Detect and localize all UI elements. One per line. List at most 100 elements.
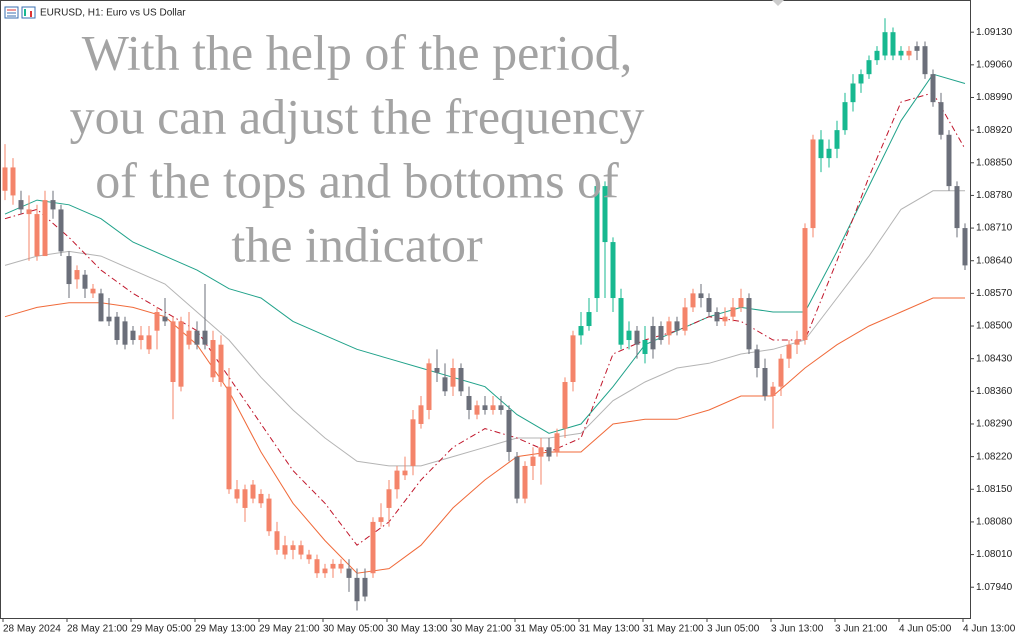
candle-body xyxy=(266,498,272,532)
candle-body xyxy=(338,563,344,569)
x-tick-label: 31 May 13:00 xyxy=(579,624,640,635)
candle-body xyxy=(82,274,88,289)
candle xyxy=(946,130,952,191)
candle-body xyxy=(930,74,936,103)
candle-body xyxy=(58,209,64,252)
candle xyxy=(562,377,568,438)
symbol-icon xyxy=(4,6,36,19)
candle-body xyxy=(938,102,944,135)
shift-marker xyxy=(772,0,784,6)
candle xyxy=(730,298,736,322)
candle xyxy=(202,284,208,350)
candle xyxy=(538,437,544,485)
candle-body xyxy=(442,377,448,392)
candle-body xyxy=(186,330,192,345)
x-tick-label: 28 May 2024 xyxy=(3,624,61,635)
candle-body xyxy=(898,50,904,56)
candle-body xyxy=(450,368,456,387)
candle xyxy=(826,139,832,168)
candle xyxy=(706,293,712,317)
candle-body xyxy=(722,316,728,322)
candle-body xyxy=(114,316,120,341)
candle-body xyxy=(882,32,888,56)
candle-body xyxy=(346,568,352,578)
candle xyxy=(698,284,704,308)
candle xyxy=(474,400,480,420)
candle-body xyxy=(546,447,552,457)
candle xyxy=(802,223,808,345)
candle xyxy=(322,563,328,578)
candle xyxy=(338,559,344,574)
annotation: you can adjust the frequency xyxy=(70,88,645,144)
candle xyxy=(570,330,576,392)
candle xyxy=(778,354,784,396)
candle xyxy=(114,312,120,345)
candle xyxy=(554,428,560,457)
candle-body xyxy=(738,298,744,308)
candle xyxy=(210,330,216,382)
y-tick-label: 1.08150 xyxy=(976,484,1013,495)
y-tick-label: 1.08570 xyxy=(976,288,1013,299)
candle-body xyxy=(178,321,184,387)
y-tick-label: 1.08920 xyxy=(976,125,1013,136)
candle-body xyxy=(482,405,488,410)
candle-body xyxy=(866,60,872,75)
candle xyxy=(74,265,80,289)
candle xyxy=(418,395,424,429)
candle-body xyxy=(218,344,224,382)
candle xyxy=(842,92,848,135)
chart-title: EURUSD, H1: Euro vs US Dollar xyxy=(40,8,186,19)
x-tick-label: 30 May 13:00 xyxy=(387,624,448,635)
x-tick-label: 4 Jun 05:00 xyxy=(899,624,952,635)
candle-body xyxy=(922,46,928,75)
y-tick-label: 1.08710 xyxy=(976,223,1013,234)
candle xyxy=(674,316,680,336)
candle-body xyxy=(226,386,232,490)
candle xyxy=(50,190,56,219)
candle xyxy=(90,284,96,299)
x-tick-label: 30 May 05:00 xyxy=(323,624,384,635)
candle-body xyxy=(874,50,880,61)
candle xyxy=(466,386,472,420)
candle xyxy=(298,540,304,560)
candle xyxy=(754,344,760,378)
candle xyxy=(2,144,8,201)
candle-body xyxy=(90,288,96,294)
candle xyxy=(866,55,872,79)
candle-body xyxy=(146,335,152,350)
annotation: of the tops and bottoms of xyxy=(95,152,619,208)
candle-body xyxy=(170,321,176,382)
candle-body xyxy=(498,405,504,410)
candle xyxy=(290,540,296,560)
candle xyxy=(690,288,696,313)
candle xyxy=(882,18,888,61)
candle xyxy=(314,554,320,578)
candle xyxy=(354,568,360,611)
candle-body xyxy=(402,470,408,476)
y-tick-label: 1.09130 xyxy=(976,27,1013,38)
candle-body xyxy=(522,465,528,499)
candle xyxy=(146,326,152,355)
candle-body xyxy=(466,395,472,410)
candle-body xyxy=(826,148,832,159)
candle xyxy=(818,130,824,173)
candle-body xyxy=(530,456,536,466)
x-tick-label: 31 May 05:00 xyxy=(515,624,576,635)
candle xyxy=(762,358,768,401)
x-tick-label: 3 Jun 21:00 xyxy=(835,624,888,635)
candle xyxy=(914,41,920,61)
candle-body xyxy=(514,456,520,499)
candle xyxy=(650,316,656,359)
candle-body xyxy=(474,405,480,415)
candle-body xyxy=(786,344,792,359)
candle-body xyxy=(314,559,320,574)
candle xyxy=(362,568,368,602)
candle-body xyxy=(650,326,656,350)
candle-body xyxy=(154,312,160,331)
y-tick-label: 1.08220 xyxy=(976,451,1013,462)
candle xyxy=(426,358,432,420)
candle-body xyxy=(2,167,8,191)
candle xyxy=(738,288,744,313)
candle xyxy=(98,288,104,322)
